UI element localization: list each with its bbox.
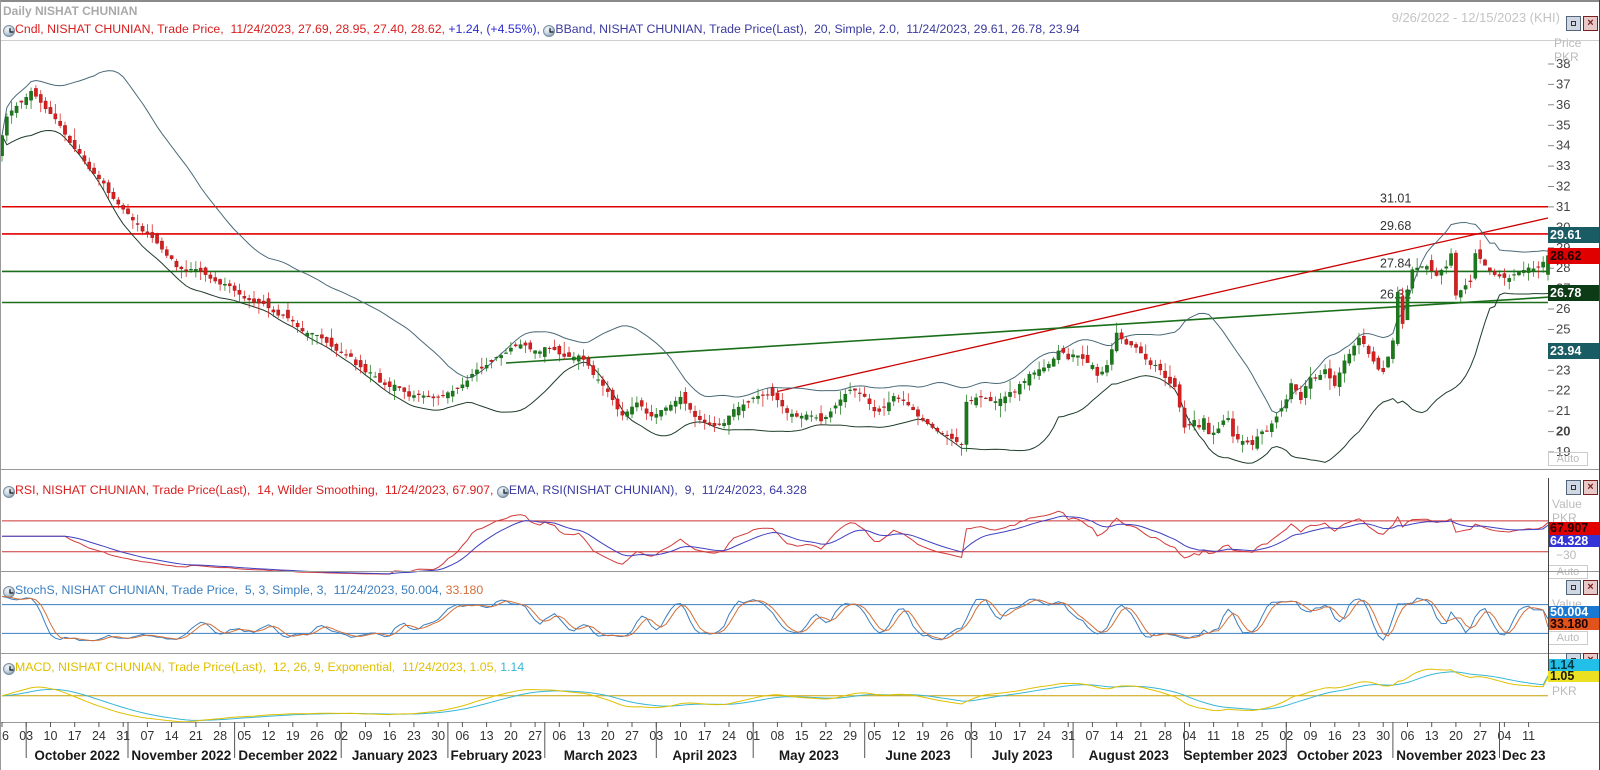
svg-text:May 2023: May 2023: [779, 748, 840, 763]
svg-text:November 2023: November 2023: [1396, 748, 1496, 763]
svg-text:18: 18: [1231, 729, 1245, 743]
svg-text:06: 06: [1401, 729, 1415, 743]
svg-text:September 2023: September 2023: [1184, 748, 1288, 763]
svg-text:13: 13: [577, 729, 591, 743]
svg-text:17: 17: [1013, 729, 1027, 743]
svg-text:13: 13: [1425, 729, 1439, 743]
svg-text:29: 29: [843, 729, 857, 743]
svg-text:February 2023: February 2023: [451, 748, 543, 763]
svg-text:28: 28: [213, 729, 227, 743]
svg-text:30: 30: [431, 729, 445, 743]
svg-text:20: 20: [504, 729, 518, 743]
svg-text:27: 27: [528, 729, 542, 743]
svg-text:08: 08: [770, 729, 784, 743]
svg-text:November 2022: November 2022: [131, 748, 231, 763]
svg-text:24: 24: [1037, 729, 1051, 743]
svg-text:January 2023: January 2023: [352, 748, 438, 763]
svg-text:December 2022: December 2022: [238, 748, 337, 763]
svg-text:16: 16: [1328, 729, 1342, 743]
svg-text:13: 13: [480, 729, 494, 743]
svg-text:October 2023: October 2023: [1297, 748, 1383, 763]
svg-text:21: 21: [189, 729, 203, 743]
svg-text:26: 26: [940, 729, 954, 743]
svg-text:10: 10: [674, 729, 688, 743]
svg-text:07: 07: [1085, 729, 1099, 743]
svg-text:12: 12: [892, 729, 906, 743]
svg-text:April 2023: April 2023: [672, 748, 737, 763]
svg-text:06: 06: [455, 729, 469, 743]
svg-text:23: 23: [1352, 729, 1366, 743]
svg-text:16: 16: [383, 729, 397, 743]
svg-text:19: 19: [286, 729, 300, 743]
svg-text:09: 09: [1304, 729, 1318, 743]
svg-text:19: 19: [916, 729, 930, 743]
svg-text:26: 26: [310, 729, 324, 743]
svg-text:August 2023: August 2023: [1089, 748, 1170, 763]
svg-text:11: 11: [1522, 729, 1535, 743]
svg-text:June 2023: June 2023: [885, 748, 951, 763]
svg-text:30: 30: [1376, 729, 1390, 743]
svg-text:10: 10: [989, 729, 1003, 743]
svg-text:Dec 23: Dec 23: [1502, 748, 1546, 763]
svg-text:27: 27: [625, 729, 639, 743]
svg-text:10: 10: [44, 729, 58, 743]
svg-text:21: 21: [1134, 729, 1148, 743]
svg-text:22: 22: [819, 729, 833, 743]
svg-text:15: 15: [795, 729, 809, 743]
svg-text:July 2023: July 2023: [992, 748, 1053, 763]
svg-text:14: 14: [165, 729, 179, 743]
svg-text:20: 20: [1449, 729, 1463, 743]
svg-text:11: 11: [1207, 729, 1220, 743]
svg-text:17: 17: [68, 729, 82, 743]
svg-text:17: 17: [698, 729, 712, 743]
svg-text:23: 23: [407, 729, 421, 743]
svg-text:October 2022: October 2022: [34, 748, 120, 763]
svg-text:25: 25: [1255, 729, 1269, 743]
svg-text:07: 07: [140, 729, 154, 743]
svg-text:March 2023: March 2023: [564, 748, 638, 763]
svg-text:14: 14: [1110, 729, 1124, 743]
svg-text:12: 12: [262, 729, 276, 743]
svg-text:06: 06: [552, 729, 566, 743]
svg-text:27: 27: [1473, 729, 1487, 743]
svg-text:05: 05: [867, 729, 881, 743]
svg-text:20: 20: [601, 729, 615, 743]
svg-text:24: 24: [92, 729, 106, 743]
svg-text:28: 28: [1158, 729, 1172, 743]
svg-text:24: 24: [722, 729, 736, 743]
svg-text:26: 26: [0, 729, 9, 743]
svg-text:09: 09: [359, 729, 373, 743]
svg-text:05: 05: [237, 729, 251, 743]
